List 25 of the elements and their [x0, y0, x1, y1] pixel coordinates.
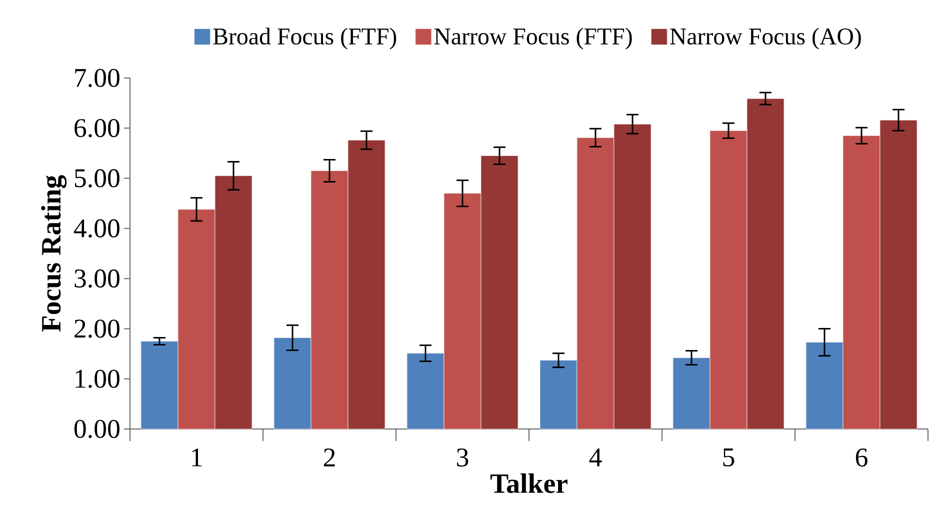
y-tick-label: 5.00 — [74, 169, 120, 188]
y-tick-label: 4.00 — [74, 219, 120, 238]
y-tick-label: 6.00 — [74, 119, 120, 138]
x-tick-label: 1 — [192, 448, 202, 466]
x-tick-label: 6 — [856, 448, 868, 467]
bar — [406, 353, 444, 430]
legend-label: Narrow Focus (AO) — [670, 28, 861, 50]
x-tick-label: 5 — [723, 448, 734, 466]
bar — [140, 341, 178, 430]
bar — [806, 342, 844, 430]
y-tick-label: 0.00 — [74, 420, 120, 438]
y-tick-label: 7.00 — [75, 68, 120, 88]
y-tick-label: 1.00 — [76, 370, 120, 388]
x-tick-label: 3 — [457, 448, 468, 467]
bar — [540, 360, 578, 430]
bar — [672, 358, 710, 430]
bar — [274, 337, 312, 430]
legend-label: Narrow Focus (FTF) — [434, 28, 632, 50]
y-tick-label: 3.00 — [74, 269, 120, 288]
y-tick-label: 2.00 — [74, 320, 120, 338]
legend-label: Broad Focus (FTF) — [213, 28, 396, 50]
x-tick-label: 4 — [589, 448, 602, 466]
x-tick-label: 2 — [324, 448, 335, 466]
y-axis-title: Focus Rating — [41, 175, 67, 332]
x-axis-title: Talker — [490, 473, 568, 494]
